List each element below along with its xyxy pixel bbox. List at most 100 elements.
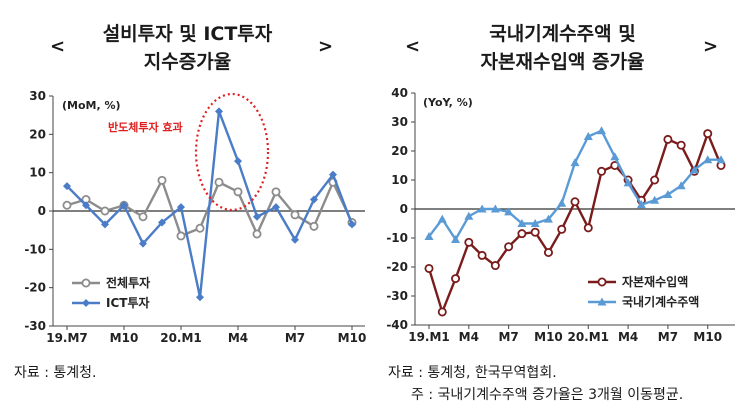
data-point-circle xyxy=(451,274,461,284)
left-chart-panel: < > 설비투자 및 ICT투자 지수증가율 -30 -20 -10 0 10 20 30 1… xyxy=(14,23,367,381)
left-bracket-open: < xyxy=(50,36,66,57)
data-point-circle xyxy=(477,250,487,260)
data-point-triangle xyxy=(557,198,567,207)
y-tick-label: 10 xyxy=(29,166,46,180)
right-bracket-open: < xyxy=(405,36,421,57)
data-point-diamond xyxy=(291,235,299,244)
data-point-circle xyxy=(557,224,567,234)
annotation-ellipse xyxy=(194,92,270,212)
data-point-triangle xyxy=(437,214,447,223)
right-chart-title-line2: 자본재수입액 증가율 xyxy=(480,51,645,73)
legend-marker xyxy=(82,299,90,307)
data-point-circle xyxy=(517,229,527,239)
x-tick-label: M4 xyxy=(228,331,248,345)
data-point-diamond xyxy=(348,220,356,229)
unit-label: (YoY, %) xyxy=(423,96,473,109)
data-point-diamond xyxy=(215,107,223,116)
left-chart-title-line1: 설비투자 및 ICT투자 xyxy=(102,23,273,45)
data-point-diamond xyxy=(310,195,318,204)
y-tick-label: -20 xyxy=(386,260,408,274)
data-point-circle xyxy=(424,263,434,273)
data-point-circle xyxy=(271,187,281,197)
x-tick-label: M10 xyxy=(534,330,563,344)
data-point-triangle xyxy=(716,155,726,164)
x-tick-label: M10 xyxy=(693,330,722,344)
data-point-triangle xyxy=(597,126,607,135)
data-point-triangle xyxy=(570,158,580,167)
y-tick-label: 20 xyxy=(391,144,408,158)
x-tick-label: 20.M1 xyxy=(160,331,202,345)
data-point-circle xyxy=(583,223,593,233)
y-tick-label: 30 xyxy=(29,89,46,103)
data-point-diamond xyxy=(158,218,166,227)
data-point-triangle xyxy=(424,232,434,241)
data-point-diamond xyxy=(101,220,109,229)
data-point-triangle xyxy=(464,211,474,220)
x-tick-label: M7 xyxy=(285,331,305,345)
data-point-circle xyxy=(650,175,660,185)
data-point-triangle xyxy=(477,204,487,213)
x-tick-label: 20.M1 xyxy=(567,330,609,344)
x-tick-label: M10 xyxy=(110,331,139,345)
right-bracket-close: > xyxy=(703,36,719,57)
y-tick-label: 10 xyxy=(391,173,408,187)
data-point-triangle xyxy=(636,200,646,209)
data-point-circle xyxy=(290,210,300,220)
x-tick-label: 19.M7 xyxy=(46,331,88,345)
y-tick-label: 20 xyxy=(29,127,46,141)
y-tick-label: -40 xyxy=(386,318,408,332)
data-point-circle xyxy=(504,242,514,252)
data-point-triangle xyxy=(490,204,500,213)
data-point-diamond xyxy=(63,182,71,191)
right-chart-panel: < > 국내기계수주액 및 자본재수입액 증가율 -40 -30 -20 -10 0 10… xyxy=(375,0,750,419)
right-line-chart: -40 -30 -20 -10 0 10 20 30 40 19.M1 M4 M7 M10 20.M1 M4… xyxy=(386,86,735,344)
legend-marker xyxy=(597,277,607,287)
series-line-ICT투자 xyxy=(66,110,354,299)
left-chart-title-line2: 지수증가율 xyxy=(143,51,232,73)
data-point-circle xyxy=(214,177,224,187)
y-tick-label: -10 xyxy=(24,242,46,256)
data-point-triangle xyxy=(451,234,461,243)
x-tick-label: M10 xyxy=(338,331,367,345)
data-point-triangle xyxy=(610,152,620,161)
legend-label: 자본재수입액 xyxy=(622,274,688,289)
data-point-diamond xyxy=(272,203,280,212)
data-point-triangle xyxy=(663,190,673,198)
data-point-diamond xyxy=(234,157,242,166)
data-point-circle xyxy=(464,237,474,247)
data-point-circle xyxy=(703,129,713,139)
data-point-circle xyxy=(597,166,607,176)
data-point-diamond xyxy=(253,212,261,221)
data-point-triangle xyxy=(676,181,686,190)
legend-label: ICT투자 xyxy=(106,295,150,310)
data-point-diamond xyxy=(329,170,337,179)
data-point-triangle xyxy=(583,132,593,140)
y-tick-label: 40 xyxy=(391,86,408,100)
data-point-circle xyxy=(62,200,72,210)
data-point-triangle xyxy=(703,155,713,164)
data-point-diamond xyxy=(139,239,147,248)
data-point-diamond xyxy=(120,201,128,210)
data-point-triangle xyxy=(689,165,699,174)
right-source-note: 자료 : 통계청, 한국무역협회. xyxy=(388,365,557,381)
data-point-diamond xyxy=(177,203,185,212)
x-tick-label: 19.M1 xyxy=(408,330,450,344)
data-point-circle xyxy=(676,140,686,150)
data-point-circle xyxy=(176,231,186,241)
x-tick-label: M4 xyxy=(618,330,638,344)
data-point-triangle xyxy=(623,178,633,187)
y-tick-label: -10 xyxy=(386,231,408,245)
left-source-note: 자료 : 통계청. xyxy=(14,365,97,381)
data-point-triangle xyxy=(530,219,540,227)
x-tick-label: M7 xyxy=(658,330,678,344)
data-point-circle xyxy=(233,187,243,197)
y-tick-label: -20 xyxy=(24,281,46,295)
data-point-triangle xyxy=(650,195,660,204)
annotation-label: 반도체투자 효과 xyxy=(108,120,183,134)
y-tick-label: 0 xyxy=(400,202,408,216)
data-point-diamond xyxy=(82,201,90,210)
right-footnote: 주 : 국내기계수주액 증가율은 3개월 이동평균. xyxy=(411,387,684,403)
data-point-triangle xyxy=(543,214,553,223)
x-tick-label: M7 xyxy=(498,330,518,344)
data-point-circle xyxy=(252,229,262,239)
